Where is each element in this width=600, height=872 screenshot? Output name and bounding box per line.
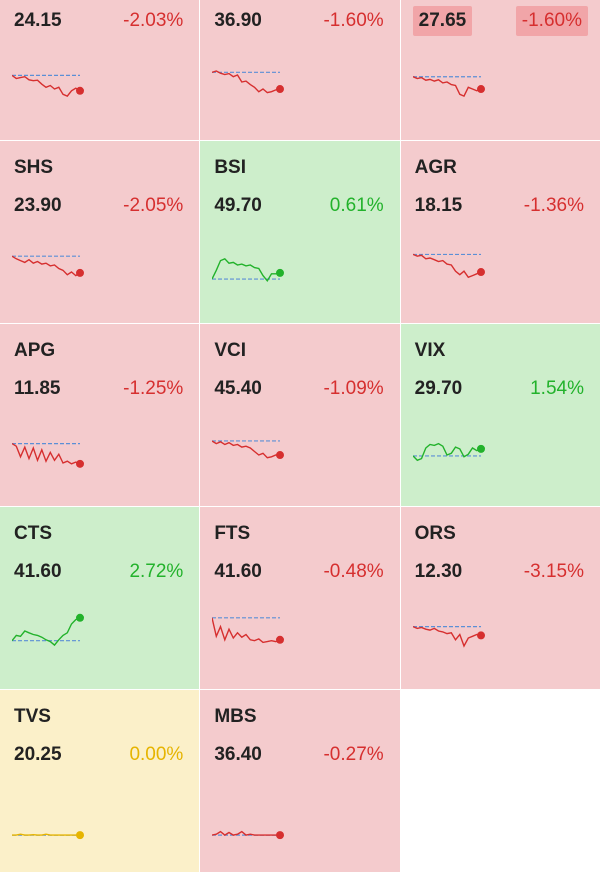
ticker-symbol: BSI: [214, 157, 247, 178]
price-value: 12.30: [414, 561, 463, 582]
sparkline-chart: [212, 257, 285, 283]
price-value: 24.15: [14, 10, 62, 31]
stock-tile-mbs[interactable]: MBS 36.40 -0.27%: [200, 690, 400, 872]
last-price-dot: [276, 831, 285, 840]
stock-tile-vci[interactable]: VCI 45.40 -1.09%: [200, 324, 400, 506]
last-price-dot: [476, 631, 485, 640]
ticker-symbol: ORS: [414, 523, 456, 544]
percent-change: -1.25%: [123, 378, 184, 399]
percent-change: -2.05%: [123, 195, 184, 216]
percent-change: 2.72%: [129, 561, 184, 582]
percent-change: -3.15%: [523, 561, 584, 582]
price-value: 29.70: [414, 378, 463, 399]
stock-tile-vix[interactable]: VIX 29.70 1.54%: [400, 324, 600, 506]
price-value: 23.90: [14, 195, 62, 216]
percent-change: -0.48%: [323, 561, 384, 582]
price-line: [12, 617, 81, 647]
sparkline-chart: [212, 830, 285, 840]
price-value: 36.90: [214, 10, 262, 31]
sparkline-chart: [212, 617, 285, 644]
last-price-dot: [276, 268, 285, 277]
stock-tile-shs[interactable]: SHS 23.90 -2.05%: [0, 141, 200, 323]
price-line: [412, 625, 481, 648]
percent-change: -1.60%: [323, 10, 384, 31]
last-price-dot: [276, 85, 285, 94]
stock-tile-tvs[interactable]: TVS 20.25 0.00%: [0, 690, 200, 872]
price-line: [12, 443, 81, 465]
empty-tile: [400, 690, 600, 872]
price-value: 45.40: [214, 378, 262, 399]
sparkline-chart: [12, 613, 84, 647]
price-value: 18.15: [414, 195, 463, 216]
last-price-dot: [76, 613, 84, 622]
price-line: [212, 617, 281, 644]
last-price-dot: [476, 85, 485, 94]
price-value: 27.65: [412, 6, 473, 36]
price-value: 41.60: [214, 561, 262, 582]
price-line: [212, 257, 281, 283]
ticker-symbol: VCI: [214, 340, 247, 361]
last-price-dot: [476, 268, 485, 277]
last-price-dot: [76, 268, 84, 277]
last-price-dot: [476, 444, 485, 453]
percent-change: -1.60%: [515, 6, 588, 36]
price-value: 11.85: [14, 378, 61, 399]
price-line: [412, 253, 481, 279]
price-line: [12, 74, 81, 97]
ticker-symbol: APG: [14, 340, 56, 361]
percent-change: 0.00%: [129, 744, 184, 765]
stock-tile-partial-0[interactable]: 24.15 -2.03%: [0, 0, 200, 140]
percent-change: -2.03%: [123, 10, 184, 31]
ticker-symbol: AGR: [414, 157, 457, 178]
percent-change: 0.61%: [329, 195, 384, 216]
stock-tile-apg[interactable]: APG 11.85 -1.25%: [0, 324, 200, 506]
price-value: 36.40: [214, 744, 262, 765]
stock-tile-cts[interactable]: CTS 41.60 2.72%: [0, 507, 200, 689]
last-price-dot: [76, 86, 84, 95]
ticker-symbol: CTS: [14, 523, 52, 544]
sparkline-chart: [412, 76, 485, 98]
ticker-symbol: TVS: [14, 706, 51, 727]
ticker-symbol: MBS: [214, 706, 257, 727]
last-price-dot: [76, 459, 84, 468]
stock-tile-bsi[interactable]: BSI 49.70 0.61%: [200, 141, 400, 323]
stock-tile-partial-2[interactable]: 27.65 -1.60%: [400, 0, 600, 140]
sparkline-chart: [412, 253, 485, 279]
last-price-dot: [276, 451, 285, 460]
sparkline-chart: [12, 255, 84, 277]
sparkline-chart: [212, 70, 285, 94]
percent-change: -1.36%: [523, 195, 584, 216]
ticker-symbol: SHS: [14, 157, 54, 178]
stock-tile-agr[interactable]: AGR 18.15 -1.36%: [400, 141, 600, 323]
percent-change: -0.27%: [323, 744, 384, 765]
percent-change: 1.54%: [530, 378, 584, 399]
price-value: 41.60: [14, 561, 62, 582]
ticker-symbol: FTS: [214, 523, 251, 544]
stock-tile-fts[interactable]: FTS 41.60 -0.48%: [200, 507, 400, 689]
stock-tile-partial-1[interactable]: 36.90 -1.60%: [200, 0, 400, 140]
price-line: [412, 442, 481, 462]
stock-tile-ors[interactable]: ORS 12.30 -3.15%: [400, 507, 600, 689]
price-value: 20.25: [14, 744, 62, 765]
sparkline-chart: [12, 831, 84, 840]
price-line: [212, 70, 281, 94]
price-line: [12, 255, 81, 277]
sparkline-chart: [212, 440, 285, 460]
ticker-symbol: VIX: [414, 340, 446, 361]
last-price-dot: [276, 635, 285, 644]
sparkline-chart: [412, 625, 485, 648]
sparkline-chart: [12, 443, 84, 468]
sparkline-chart: [412, 442, 485, 462]
percent-change: -1.09%: [323, 378, 384, 399]
price-line: [212, 830, 281, 836]
price-value: 49.70: [214, 195, 262, 216]
price-line: [212, 440, 281, 459]
price-line: [412, 76, 481, 98]
sparkline-chart: [12, 74, 84, 97]
last-price-dot: [76, 831, 84, 840]
